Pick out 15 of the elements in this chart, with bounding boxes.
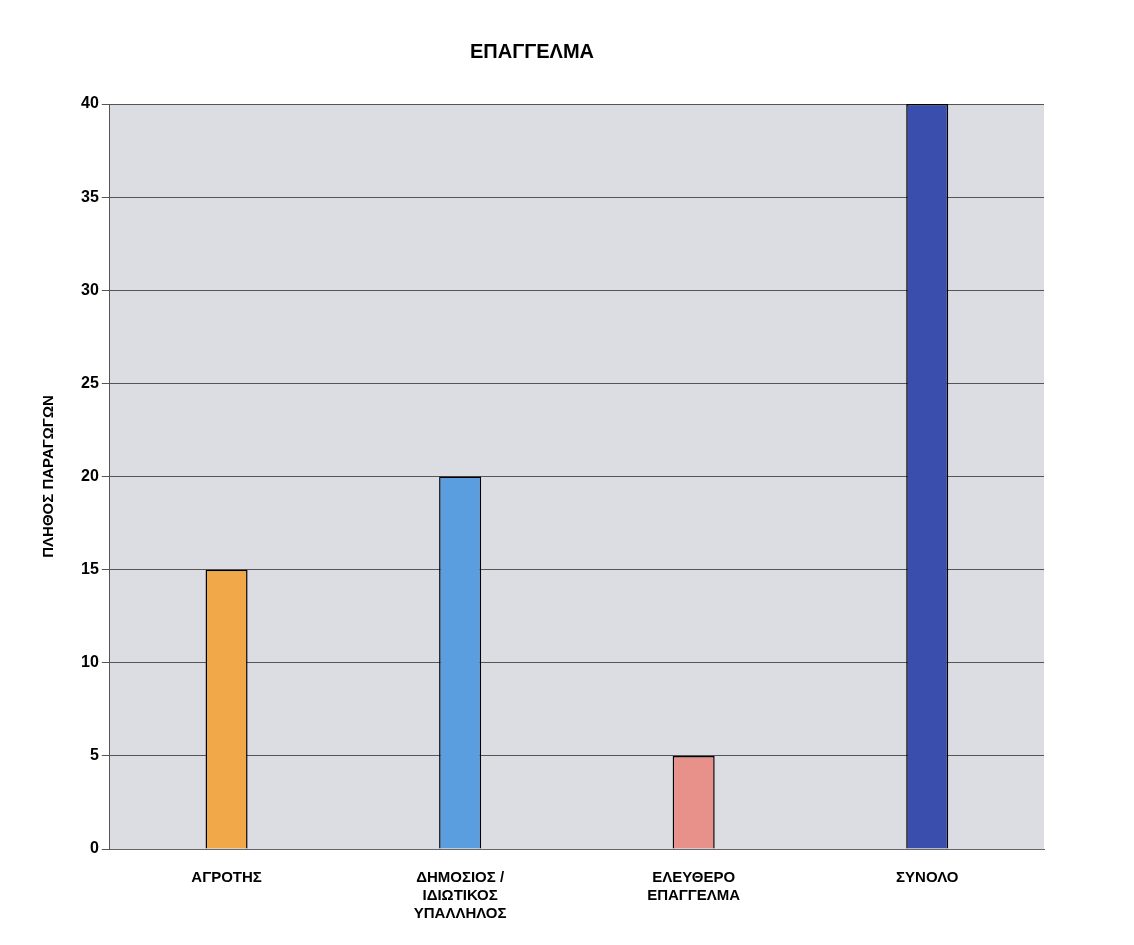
y-axis-title: ΠΛΗΘΟΣ ΠΑΡΑΓΩΓΩΝ <box>39 395 57 558</box>
y-tick-label: 35 <box>81 187 99 205</box>
y-tick-label: 15 <box>81 560 99 578</box>
y-tick-label: 10 <box>81 653 99 671</box>
y-tick-label: 30 <box>81 280 99 298</box>
chart-title: ΕΠΑΓΓΕΛΜΑ <box>469 39 595 62</box>
y-tick-label: 40 <box>81 94 99 112</box>
x-tick-label: ΣΥΝΟΛΟ <box>896 868 959 886</box>
x-tick-label: ΑΓΡΟΤΗΣ <box>191 868 262 886</box>
x-tick-label: ΔΗΜΟΣΙΟΣ / ΙΔΙΩΤΙΚΟΣ ΥΠΑΛΛΗΛΟΣ <box>413 868 507 922</box>
y-tick-label: 0 <box>89 839 99 857</box>
x-tick-label: ΕΛΕΥΘΕΡΟ ΕΠΑΓΓΕΛΜΑ <box>647 868 741 904</box>
y-tick-label: 5 <box>89 746 99 764</box>
y-tick-label: 25 <box>81 373 99 391</box>
y-tick-label: 20 <box>81 466 99 484</box>
